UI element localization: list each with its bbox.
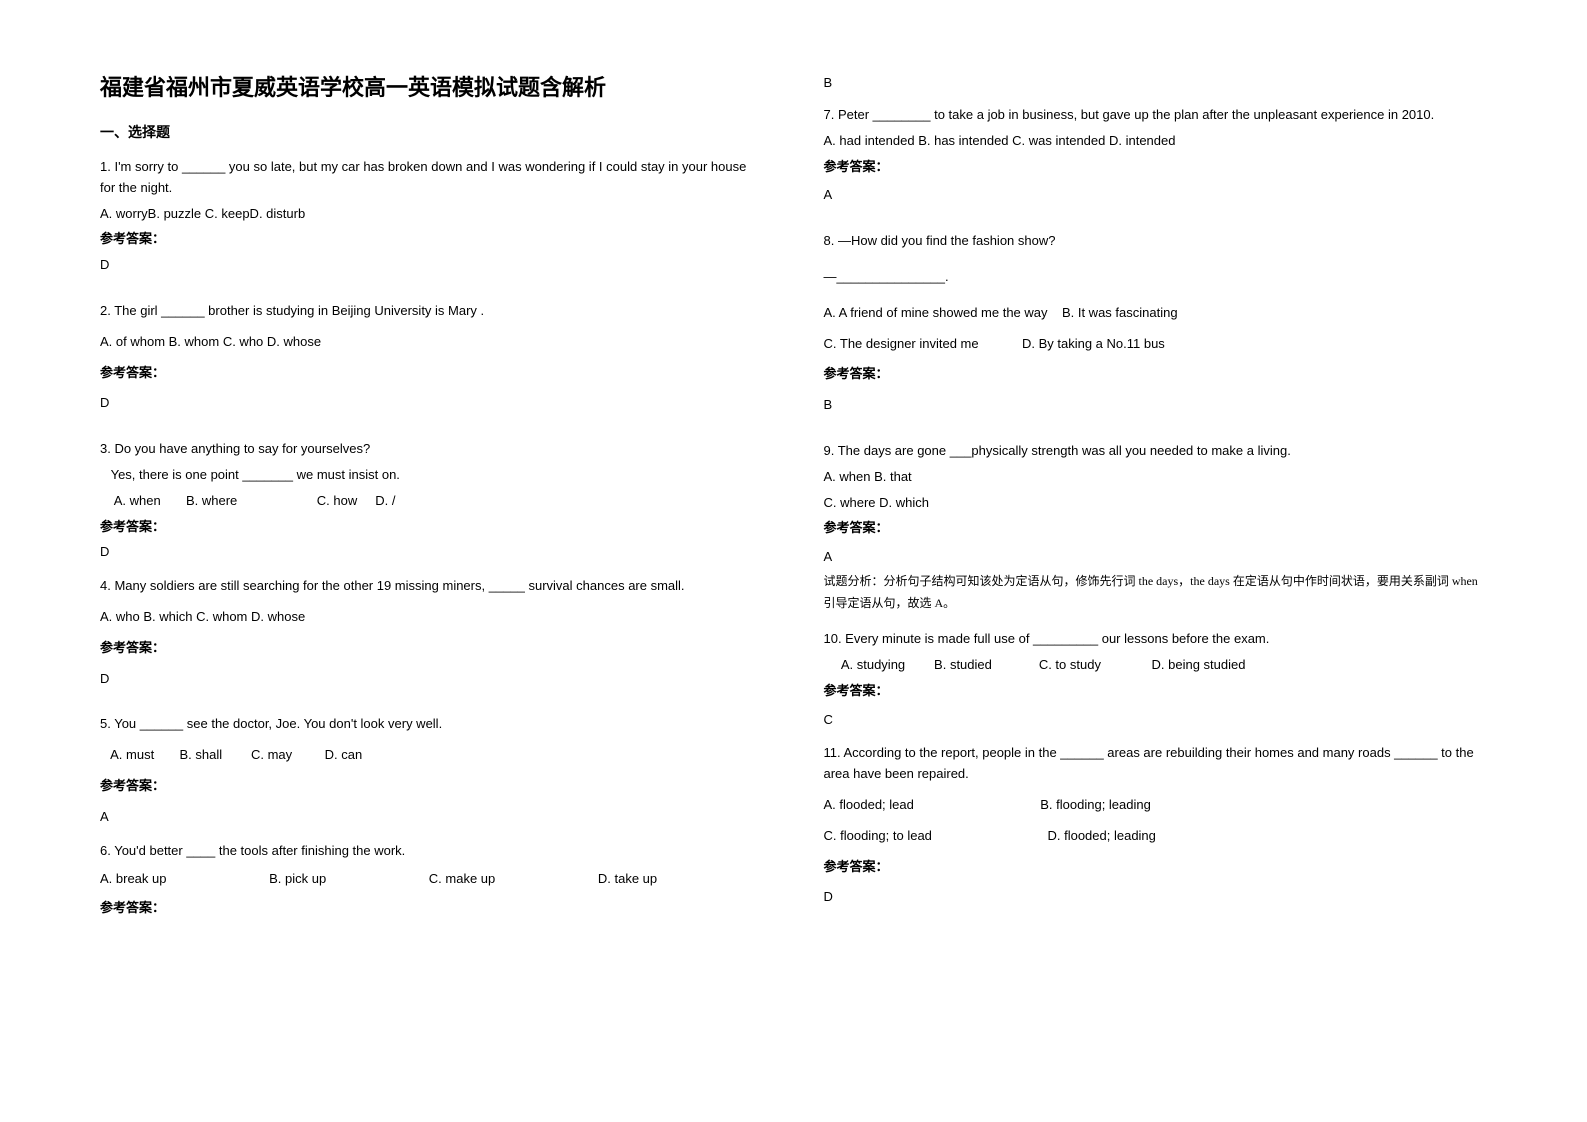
q8-optsCD: C. The designer invited me D. By taking …: [824, 334, 1488, 355]
question-6: 6. You'd better ____ the tools after fin…: [100, 841, 764, 924]
q4-answer: D: [100, 669, 764, 690]
q7-text: 7. Peter ________ to take a job in busin…: [824, 105, 1488, 126]
q8-answer-label: 参考答案：: [824, 364, 1488, 385]
q3-answer: D: [100, 542, 764, 563]
question-10: 10. Every minute is made full use of ___…: [824, 629, 1488, 733]
question-7: 7. Peter ________ to take a job in busin…: [824, 105, 1488, 221]
q5-options: A. must B. shall C. may D. can: [100, 745, 764, 766]
q10-answer: C: [824, 710, 1488, 731]
q6-answer-label: 参考答案：: [100, 898, 764, 919]
q5-answer-label: 参考答案：: [100, 776, 764, 797]
q5-text: 5. You ______ see the doctor, Joe. You d…: [100, 714, 764, 735]
q4-text: 4. Many soldiers are still searching for…: [100, 576, 764, 597]
q3-text1: 3. Do you have anything to say for yours…: [100, 439, 764, 460]
page-title: 福建省福州市夏威英语学校高一英语模拟试题含解析: [100, 70, 764, 102]
q8-optsAB: A. A friend of mine showed me the way B.…: [824, 303, 1488, 324]
q8-text1: 8. —How did you find the fashion show?: [824, 231, 1488, 252]
q4-answer-label: 参考答案：: [100, 638, 764, 659]
q2-answer-label: 参考答案：: [100, 363, 764, 384]
question-1: 1. I'm sorry to ______ you so late, but …: [100, 157, 764, 291]
q7-answer-label: 参考答案：: [824, 157, 1488, 178]
q6-optD: D. take up: [598, 869, 657, 890]
q2-options: A. of whom B. whom C. who D. whose: [100, 332, 764, 353]
q8-answer: B: [824, 395, 1488, 416]
q8-text2: —_______________.: [824, 267, 1488, 288]
q1-answer: D: [100, 255, 764, 276]
left-column: 福建省福州市夏威英语学校高一英语模拟试题含解析 一、选择题 1. I'm sor…: [100, 70, 764, 1052]
q9-explanation: 试题分析：分析句子结构可知该处为定语从句，修饰先行词 the days，the …: [824, 571, 1488, 614]
q7-options: A. had intended B. has intended C. was i…: [824, 131, 1488, 152]
q9-answer-label: 参考答案：: [824, 518, 1488, 539]
q9-answer: A: [824, 547, 1488, 568]
q11-optsCD: C. flooding; to lead D. flooded; leading: [824, 826, 1488, 847]
q11-answer-label: 参考答案：: [824, 857, 1488, 878]
question-8: 8. —How did you find the fashion show? —…: [824, 231, 1488, 431]
q1-text: 1. I'm sorry to ______ you so late, but …: [100, 157, 764, 199]
question-4: 4. Many soldiers are still searching for…: [100, 576, 764, 704]
question-3: 3. Do you have anything to say for yours…: [100, 439, 764, 566]
q6-options: A. break up B. pick up C. make up D. tak…: [100, 869, 697, 890]
q11-answer: D: [824, 887, 1488, 908]
section-heading: 一、选择题: [100, 122, 764, 142]
q2-text: 2. The girl ______ brother is studying i…: [100, 301, 764, 322]
q6-optC: C. make up: [429, 869, 495, 890]
q10-answer-label: 参考答案：: [824, 681, 1488, 702]
q3-text2: Yes, there is one point _______ we must …: [100, 465, 764, 486]
q11-text: 11. According to the report, people in t…: [824, 743, 1488, 785]
q5-answer: A: [100, 807, 764, 828]
q3-options: A. when B. where C. how D. /: [100, 491, 764, 512]
q9-optsAB: A. when B. that: [824, 467, 1488, 488]
q1-options: A. worryB. puzzle C. keepD. disturb: [100, 204, 764, 225]
q6-answer: B: [824, 75, 1488, 90]
q6-text: 6. You'd better ____ the tools after fin…: [100, 841, 764, 862]
question-11: 11. According to the report, people in t…: [824, 743, 1488, 923]
q6-optB: B. pick up: [269, 869, 326, 890]
q3-answer-label: 参考答案：: [100, 517, 764, 538]
q11-optsAB: A. flooded; lead B. flooding; leading: [824, 795, 1488, 816]
q6-optA: A. break up: [100, 869, 167, 890]
q4-options: A. who B. which C. whom D. whose: [100, 607, 764, 628]
q9-text: 9. The days are gone ___physically stren…: [824, 441, 1488, 462]
q9-optsCD: C. where D. which: [824, 493, 1488, 514]
question-9: 9. The days are gone ___physically stren…: [824, 441, 1488, 614]
q7-answer: A: [824, 185, 1488, 206]
question-2: 2. The girl ______ brother is studying i…: [100, 301, 764, 429]
question-5: 5. You ______ see the doctor, Joe. You d…: [100, 714, 764, 830]
q10-options: A. studying B. studied C. to study D. be…: [824, 655, 1488, 676]
q1-answer-label: 参考答案：: [100, 229, 764, 250]
q10-text: 10. Every minute is made full use of ___…: [824, 629, 1488, 650]
right-column: B 7. Peter ________ to take a job in bus…: [824, 70, 1488, 1052]
q2-answer: D: [100, 393, 764, 414]
